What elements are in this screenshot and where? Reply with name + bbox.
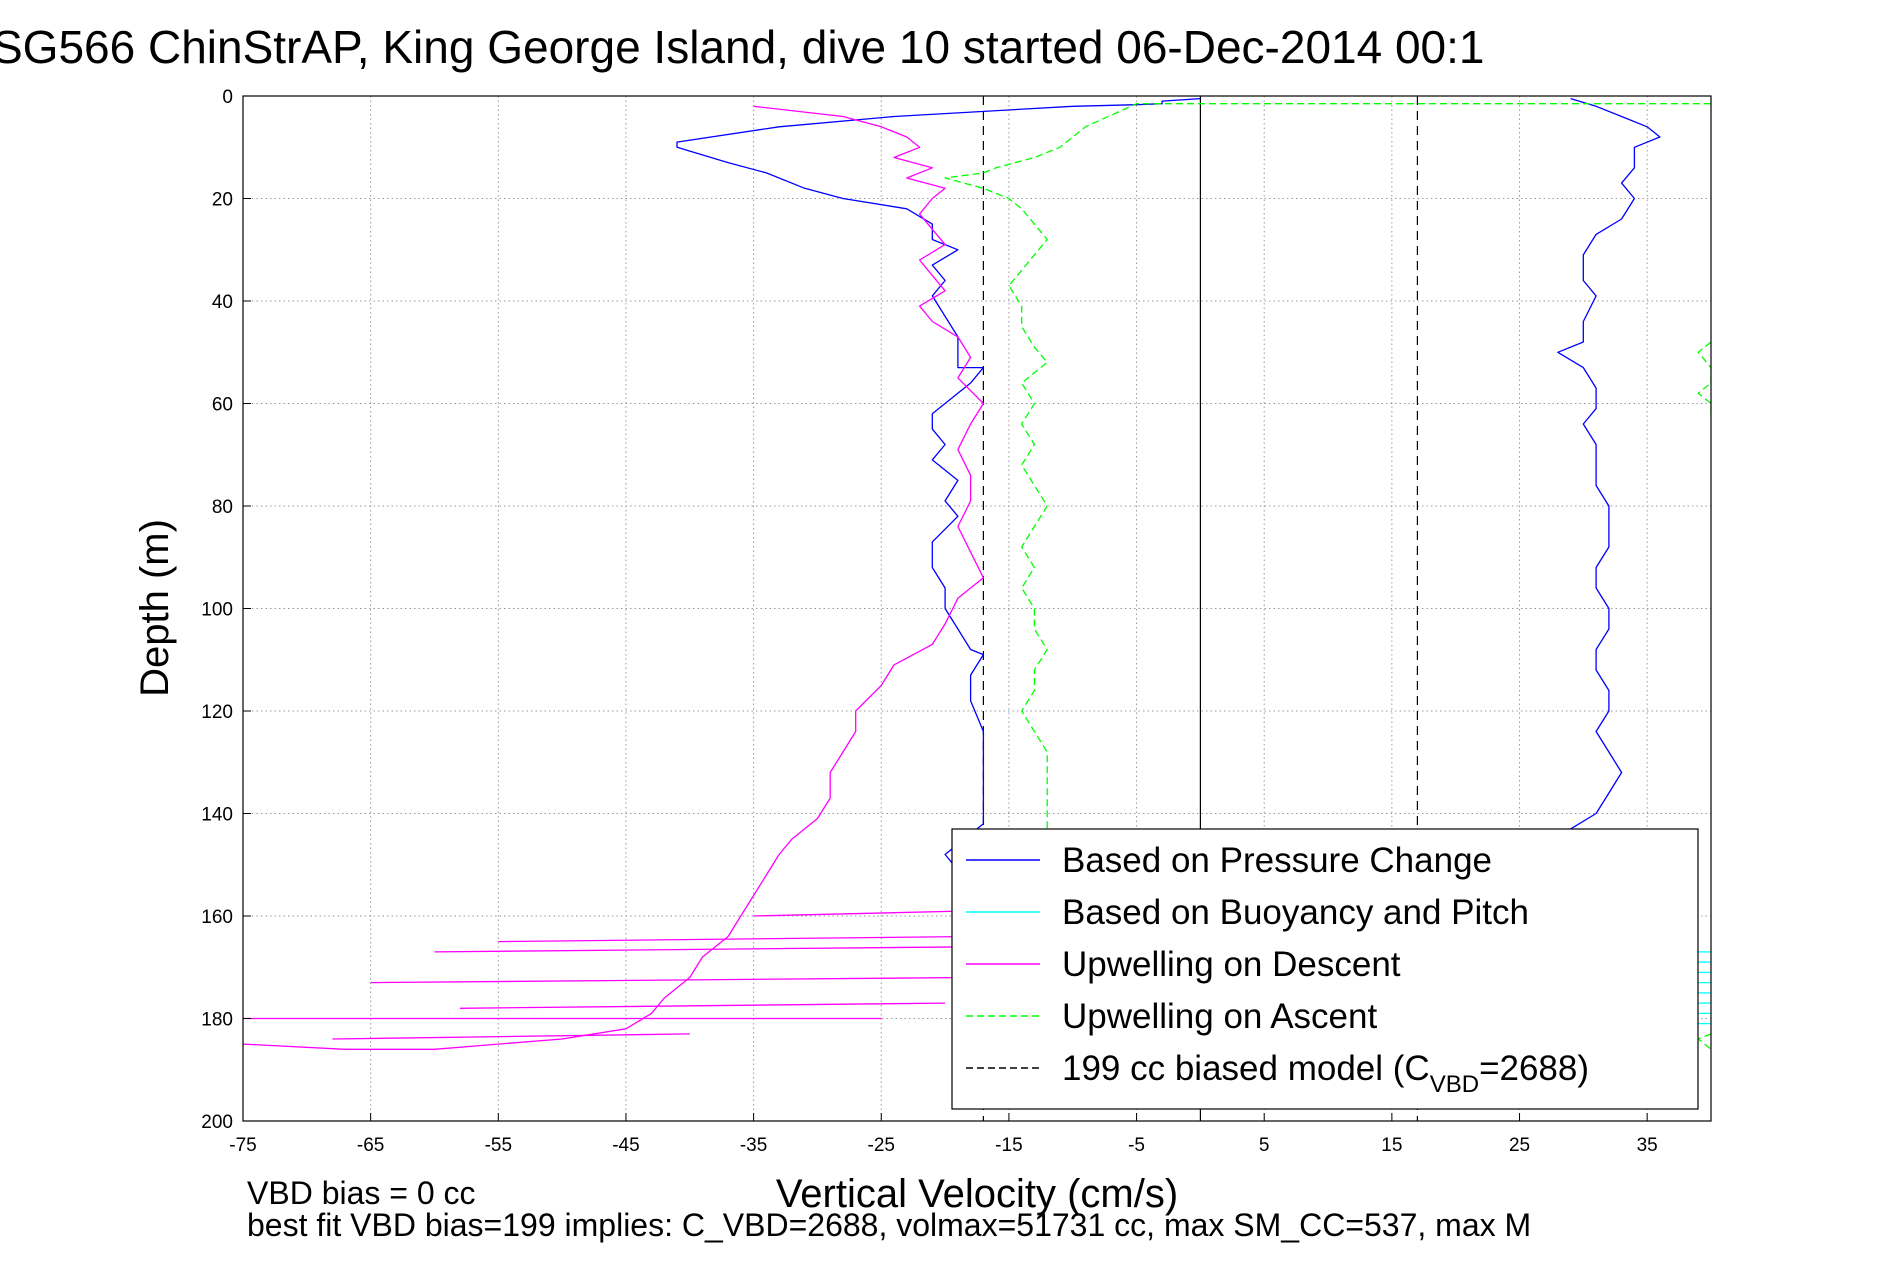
series-line (243, 105, 985, 1050)
x-tick-label: -15 (995, 1135, 1022, 1156)
series-line (459, 1002, 946, 1009)
legend-label-main: Based on Buoyancy and Pitch (1062, 893, 1529, 932)
legend-label: Upwelling on Ascent (1062, 997, 1377, 1036)
y-tick-label: 100 (201, 600, 233, 621)
x-tick-label: -25 (868, 1135, 895, 1156)
y-tick-label: 140 (201, 805, 233, 826)
y-tick-label: 20 (212, 190, 233, 211)
series-line (332, 1033, 690, 1040)
x-tick-label: -5 (1128, 1135, 1145, 1156)
y-tick-label: 40 (212, 292, 233, 313)
legend-label-main: Upwelling on Ascent (1062, 997, 1377, 1036)
x-tick-label: -45 (612, 1135, 639, 1156)
y-tick-label: 200 (201, 1112, 233, 1133)
y-tick-label: 120 (201, 702, 233, 723)
series-line (944, 103, 1711, 834)
legend-box (951, 828, 1699, 1110)
x-tick-label: 35 (1637, 1135, 1658, 1156)
x-axis-ticks: -75 -65 -55 -45 -35 -25 -15 -5 5 15 25 35 (229, 1113, 1658, 1156)
legend-label-main: Based on Pressure Change (1062, 841, 1492, 880)
series-based-on-buoyancy-and-pitch (1698, 951, 1711, 1025)
y-tick-label: 0 (222, 87, 233, 108)
series-line (370, 976, 971, 984)
series-line (753, 910, 971, 917)
chart-title: SG566 ChinStrAP, King George Island, div… (0, 21, 1485, 73)
legend-label-main: 199 cc biased model (C (1062, 1049, 1430, 1088)
legend-label: Upwelling on Descent (1062, 945, 1401, 984)
x-axis-label: Vertical Velocity (cm/s) (776, 1172, 1178, 1216)
legend-label: Based on Pressure Change (1062, 841, 1492, 880)
x-tick-label: 15 (1381, 1135, 1402, 1156)
series-upwelling-on-descent (243, 105, 985, 1050)
series-line (1557, 97, 1661, 830)
y-tick-label: 180 (201, 1010, 233, 1031)
legend: Based on Pressure Change Based on Buoyanc… (951, 828, 1699, 1110)
x-tick-label: 25 (1509, 1135, 1530, 1156)
y-axis-label: Depth (m) (133, 519, 177, 697)
footnote-line-1: VBD bias = 0 cc (247, 1175, 476, 1211)
y-tick-label: 80 (212, 497, 233, 518)
x-tick-label: 5 (1259, 1135, 1270, 1156)
series-line (676, 97, 1201, 871)
y-axis-ticks: 0 20 40 60 80 100 120 140 160 180 200 (201, 87, 251, 1133)
x-tick-label: -35 (740, 1135, 767, 1156)
legend-label-subscript: VBD (1430, 1071, 1479, 1098)
footnote-line-2: best fit VBD bias=199 implies: C_VBD=268… (247, 1207, 1531, 1243)
series-line (498, 935, 971, 943)
x-tick-label: -65 (357, 1135, 384, 1156)
series-based-on-pressure-change (676, 97, 1661, 871)
legend-label: 199 cc biased model (CVBD=2688) (1062, 1049, 1589, 1098)
series-line (1697, 341, 1711, 419)
y-tick-label: 60 (212, 395, 233, 416)
data-series (243, 97, 1711, 1050)
y-tick-label: 160 (201, 907, 233, 928)
x-tick-label: -55 (485, 1135, 512, 1156)
legend-label-suffix: =2688) (1479, 1049, 1589, 1088)
series-line (434, 946, 971, 953)
legend-label-main: Upwelling on Descent (1062, 945, 1401, 984)
x-tick-label: -75 (229, 1135, 256, 1156)
legend-label: Based on Buoyancy and Pitch (1062, 893, 1529, 932)
